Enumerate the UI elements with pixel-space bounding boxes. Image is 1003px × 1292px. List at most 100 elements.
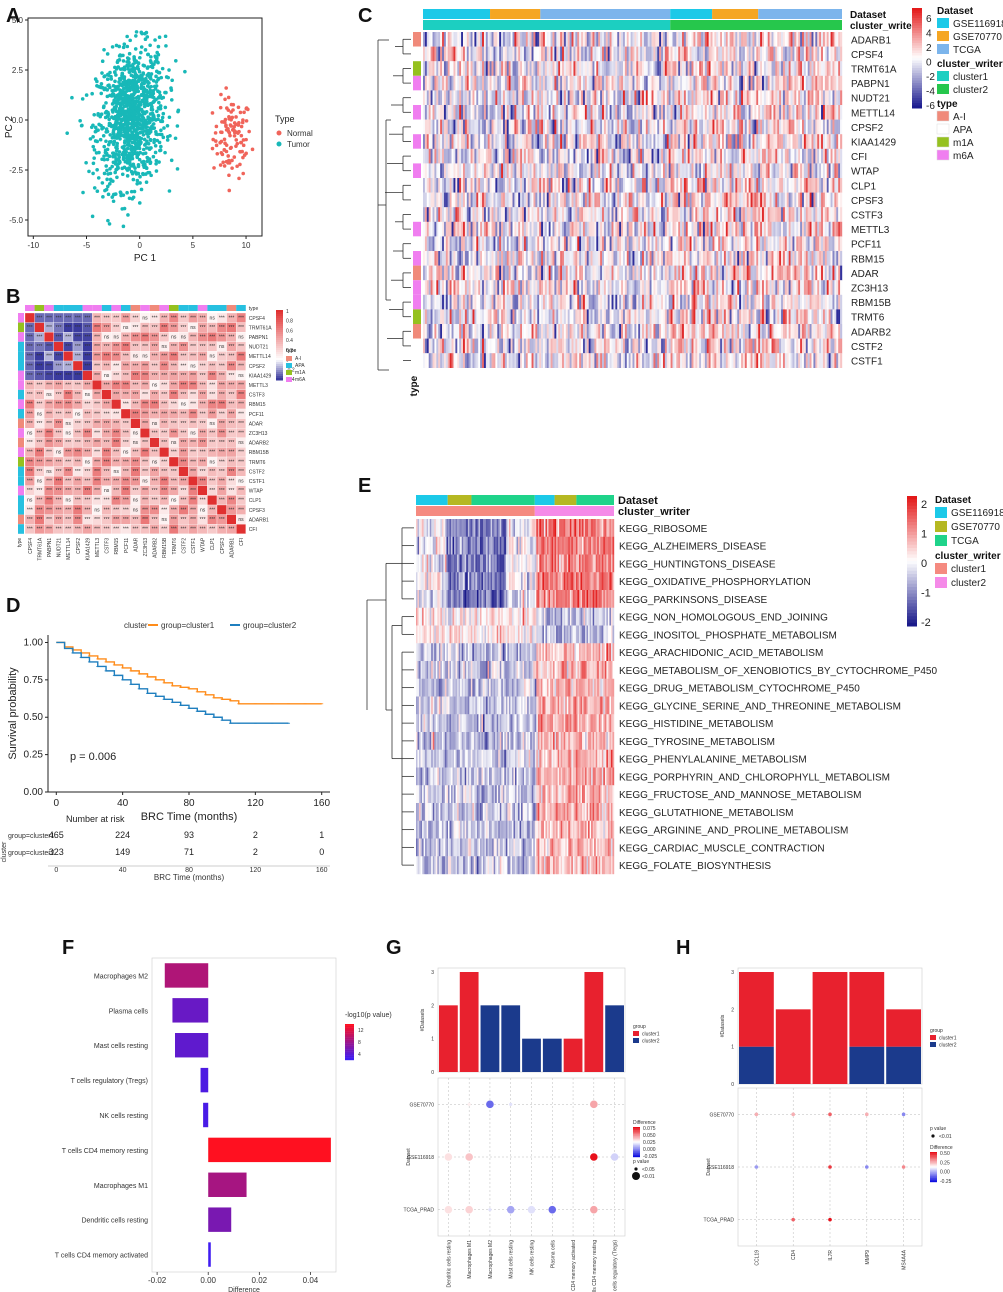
significance-mark: ns — [142, 479, 148, 485]
scatter-point — [128, 38, 132, 43]
heatmap-cell — [495, 61, 498, 76]
scatter-point — [239, 133, 244, 138]
heatmap-cell — [558, 105, 561, 120]
heatmap-cell — [708, 163, 711, 179]
heatmap-cell — [480, 32, 483, 47]
heatmap-cell — [750, 178, 753, 193]
heatmap-cell — [630, 163, 633, 179]
heatmap-cell — [735, 178, 738, 193]
heatmap-cell — [453, 119, 456, 135]
scatter-point — [133, 84, 137, 89]
heatmap-cell — [525, 46, 528, 62]
significance-mark: ns — [210, 459, 216, 465]
heatmap-cell — [611, 134, 614, 149]
scatter-point — [227, 173, 231, 178]
heatmap-cell — [531, 75, 534, 91]
significance-mark: *** — [180, 517, 186, 523]
scatter-point — [124, 89, 129, 93]
heatmap-cell — [621, 32, 624, 47]
heatmap-cell — [733, 105, 736, 120]
heatmap-cell — [544, 192, 547, 208]
heatmap-cell — [781, 105, 784, 120]
heatmap-cell — [657, 61, 660, 76]
heatmap-cell — [518, 148, 521, 164]
heatmap-cell — [457, 61, 460, 76]
heatmap-cell — [130, 418, 141, 429]
scatter-point — [214, 139, 218, 143]
significance-mark: *** — [104, 411, 110, 417]
heatmap-cell — [803, 163, 807, 179]
heatmap-cell — [725, 32, 728, 47]
significance-mark: *** — [132, 479, 138, 485]
heatmap-cell — [710, 178, 713, 193]
scatter-point — [129, 189, 134, 194]
heatmap-cell — [653, 148, 656, 164]
heatmap-cell — [480, 46, 483, 62]
heatmap-cell — [462, 105, 466, 120]
heatmap-cell — [581, 32, 584, 47]
heatmap-cell — [562, 178, 565, 193]
heatmap-cell — [731, 148, 734, 164]
scatter-point — [138, 122, 142, 127]
heatmap-cell — [508, 134, 511, 149]
heatmap-cell — [476, 134, 479, 149]
heatmap-cell — [651, 148, 654, 164]
heatmap-cell — [624, 134, 627, 149]
significance-mark: *** — [27, 354, 33, 360]
scatter-point — [125, 34, 129, 39]
heatmap-cell — [497, 192, 500, 208]
scatter-point — [111, 110, 115, 114]
heatmap-cell — [527, 163, 530, 179]
significance-mark: *** — [46, 421, 52, 427]
heatmap-cell — [634, 90, 637, 106]
type-annotation-cell — [413, 134, 421, 149]
heatmap-cell — [674, 105, 677, 120]
heatmap-cell — [466, 163, 469, 179]
heatmap-cell — [645, 90, 648, 106]
significance-mark: *** — [46, 363, 52, 369]
heatmap-cell — [720, 178, 723, 193]
heatmap-cell — [649, 134, 652, 149]
significance-mark: *** — [84, 479, 90, 485]
scatter-point — [127, 196, 132, 201]
heatmap-cell — [643, 90, 647, 106]
heatmap-cell — [765, 61, 768, 76]
heatmap-cell — [765, 148, 768, 164]
scatter-point — [242, 153, 247, 157]
heatmap-cell — [683, 32, 687, 47]
heatmap-cell — [824, 178, 827, 193]
heatmap-cell — [662, 178, 666, 193]
heatmap-cell — [786, 148, 789, 164]
significance-mark: *** — [200, 440, 206, 446]
heatmap-cell — [541, 134, 544, 149]
heatmap-cell — [647, 163, 650, 179]
heatmap-cell — [476, 178, 479, 193]
scatter-point — [224, 86, 228, 90]
heatmap-cell — [645, 178, 648, 193]
heatmap-cell — [718, 119, 721, 135]
heatmap-cell — [638, 148, 641, 164]
significance-mark: *** — [65, 335, 71, 341]
significance-mark: *** — [123, 431, 129, 437]
heatmap-cell — [735, 90, 738, 106]
heatmap-cell — [558, 134, 561, 149]
significance-mark: *** — [238, 507, 244, 513]
heatmap-cell — [428, 119, 431, 135]
scatter-point — [141, 147, 146, 152]
scatter-point — [159, 144, 163, 149]
heatmap-cell — [168, 456, 179, 467]
significance-mark: *** — [238, 421, 244, 427]
heatmap-cell — [518, 192, 521, 208]
heatmap-cell — [537, 46, 540, 62]
heatmap-cell — [767, 32, 770, 47]
heatmap-cell — [777, 134, 780, 149]
significance-mark: ns — [133, 498, 139, 504]
significance-mark: *** — [123, 402, 129, 408]
heatmap-cell — [565, 134, 568, 149]
heatmap-cell — [760, 105, 763, 120]
heatmap-cell — [777, 75, 780, 91]
heatmap-cell — [478, 134, 481, 149]
heatmap-cell — [716, 32, 719, 47]
significance-mark: *** — [75, 440, 81, 446]
heatmap-cell — [611, 32, 614, 47]
